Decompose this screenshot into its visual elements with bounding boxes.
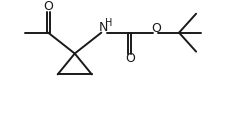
Text: O: O (151, 22, 161, 35)
Text: H: H (105, 18, 112, 28)
Text: O: O (125, 52, 135, 65)
Text: N: N (99, 21, 108, 34)
Text: O: O (43, 0, 53, 13)
